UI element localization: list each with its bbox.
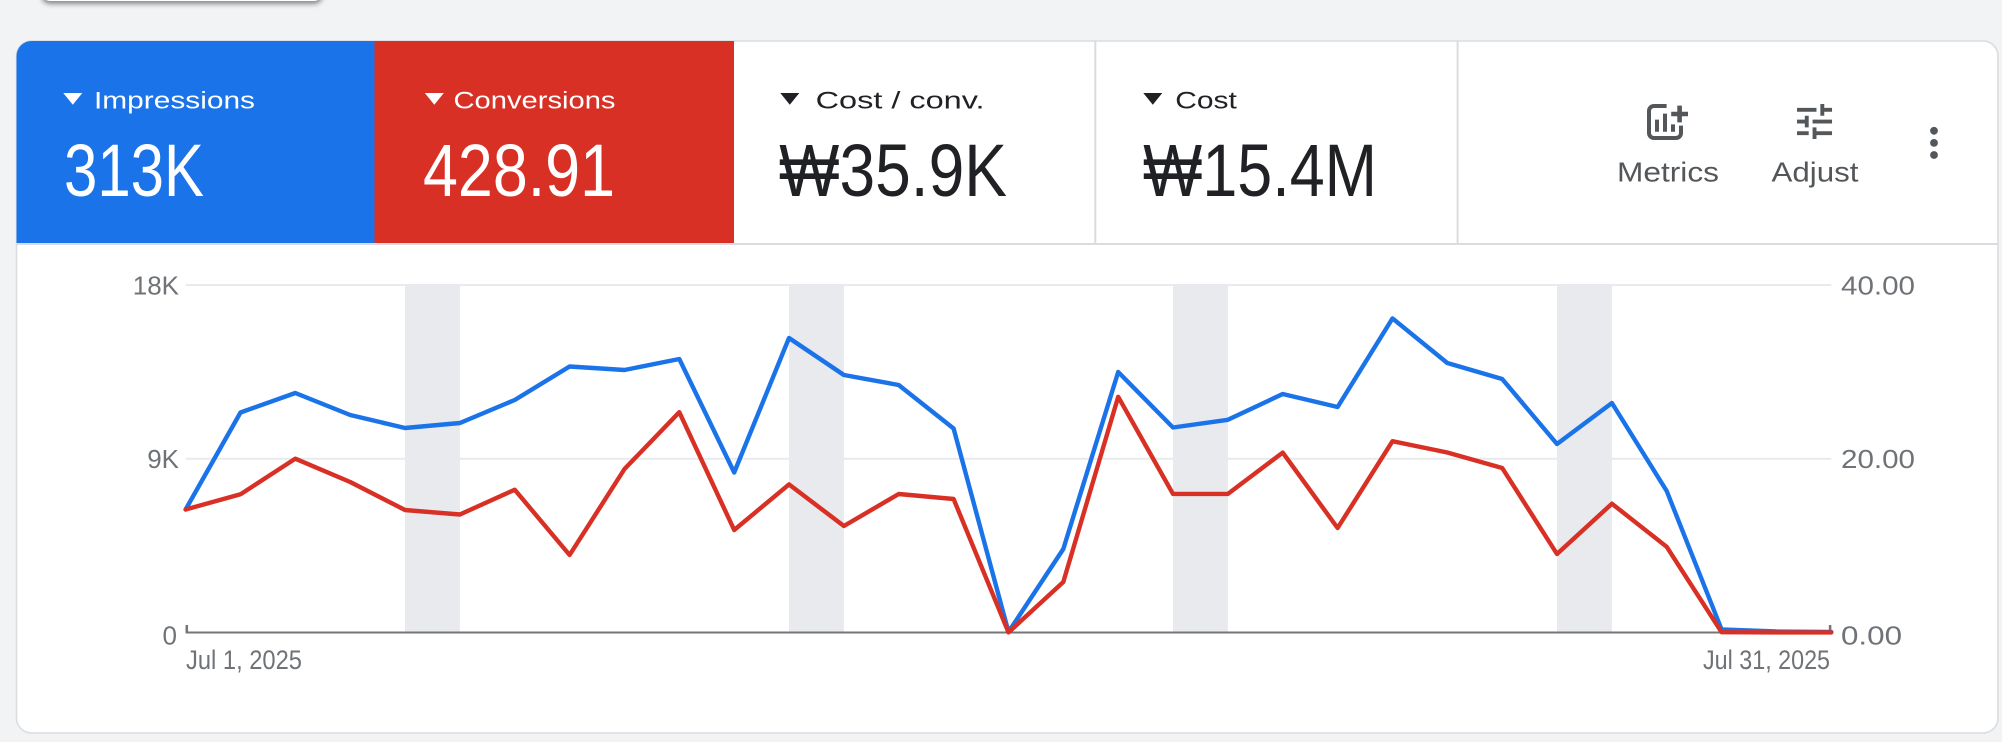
svg-text:Impressions: Impressions (94, 88, 255, 115)
svg-text:₩15.4M: ₩15.4M (1143, 129, 1377, 212)
svg-text:₩35.9K: ₩35.9K (779, 129, 1007, 212)
svg-text:Adjust: Adjust (1772, 157, 1859, 188)
svg-text:Jul 31, 2025: Jul 31, 2025 (1703, 645, 1830, 675)
svg-text:Conversions: Conversions (454, 88, 616, 115)
svg-text:Metrics: Metrics (1617, 157, 1719, 188)
svg-text:0: 0 (163, 621, 177, 651)
svg-text:18K: 18K (133, 271, 180, 301)
svg-text:20.00: 20.00 (1841, 444, 1915, 474)
svg-text:Cost: Cost (1175, 88, 1237, 115)
svg-text:0.00: 0.00 (1841, 621, 1902, 651)
svg-text:Jul 1, 2025: Jul 1, 2025 (186, 645, 302, 675)
svg-text:9K: 9K (147, 444, 179, 474)
svg-text:313K: 313K (64, 129, 204, 212)
svg-text:Cost / conv.: Cost / conv. (816, 88, 985, 115)
svg-text:40.00: 40.00 (1841, 271, 1915, 301)
svg-text:428.91: 428.91 (423, 129, 615, 212)
